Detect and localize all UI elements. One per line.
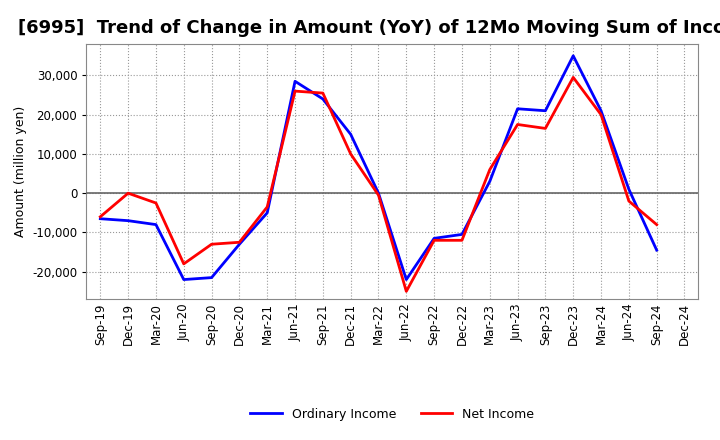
Net Income (96, 214, 104, 220)
Ordinary Income (569, 53, 577, 59)
Ordinary Income (96, 216, 104, 221)
Net Income (263, 204, 271, 209)
Ordinary Income (207, 275, 216, 280)
Net Income (458, 238, 467, 243)
Ordinary Income (235, 242, 243, 247)
Net Income (291, 88, 300, 94)
Net Income (430, 238, 438, 243)
Ordinary Income (124, 218, 132, 224)
Net Income (485, 167, 494, 172)
Ordinary Income (513, 106, 522, 111)
Net Income (541, 126, 550, 131)
Ordinary Income (263, 210, 271, 216)
Ordinary Income (152, 222, 161, 227)
Net Income (624, 198, 633, 204)
Ordinary Income (346, 132, 355, 137)
Net Income (207, 242, 216, 247)
Ordinary Income (652, 247, 661, 253)
Ordinary Income (179, 277, 188, 282)
Ordinary Income (624, 187, 633, 192)
Net Income (346, 151, 355, 157)
Net Income (179, 261, 188, 267)
Ordinary Income (374, 191, 383, 196)
Ordinary Income (597, 108, 606, 114)
Net Income (152, 200, 161, 205)
Line: Net Income: Net Income (100, 77, 657, 291)
Net Income (318, 91, 327, 96)
Net Income (235, 240, 243, 245)
Ordinary Income (485, 179, 494, 184)
Ordinary Income (402, 277, 410, 282)
Net Income (597, 112, 606, 117)
Net Income (124, 191, 132, 196)
Net Income (402, 289, 410, 294)
Net Income (569, 75, 577, 80)
Ordinary Income (541, 108, 550, 114)
Legend: Ordinary Income, Net Income: Ordinary Income, Net Income (246, 403, 539, 425)
Title: [6995]  Trend of Change in Amount (YoY) of 12Mo Moving Sum of Incomes: [6995] Trend of Change in Amount (YoY) o… (18, 19, 720, 37)
Net Income (652, 222, 661, 227)
Ordinary Income (291, 79, 300, 84)
Ordinary Income (318, 96, 327, 102)
Net Income (513, 122, 522, 127)
Ordinary Income (430, 236, 438, 241)
Y-axis label: Amount (million yen): Amount (million yen) (14, 106, 27, 237)
Ordinary Income (458, 232, 467, 237)
Net Income (374, 193, 383, 198)
Line: Ordinary Income: Ordinary Income (100, 56, 657, 279)
